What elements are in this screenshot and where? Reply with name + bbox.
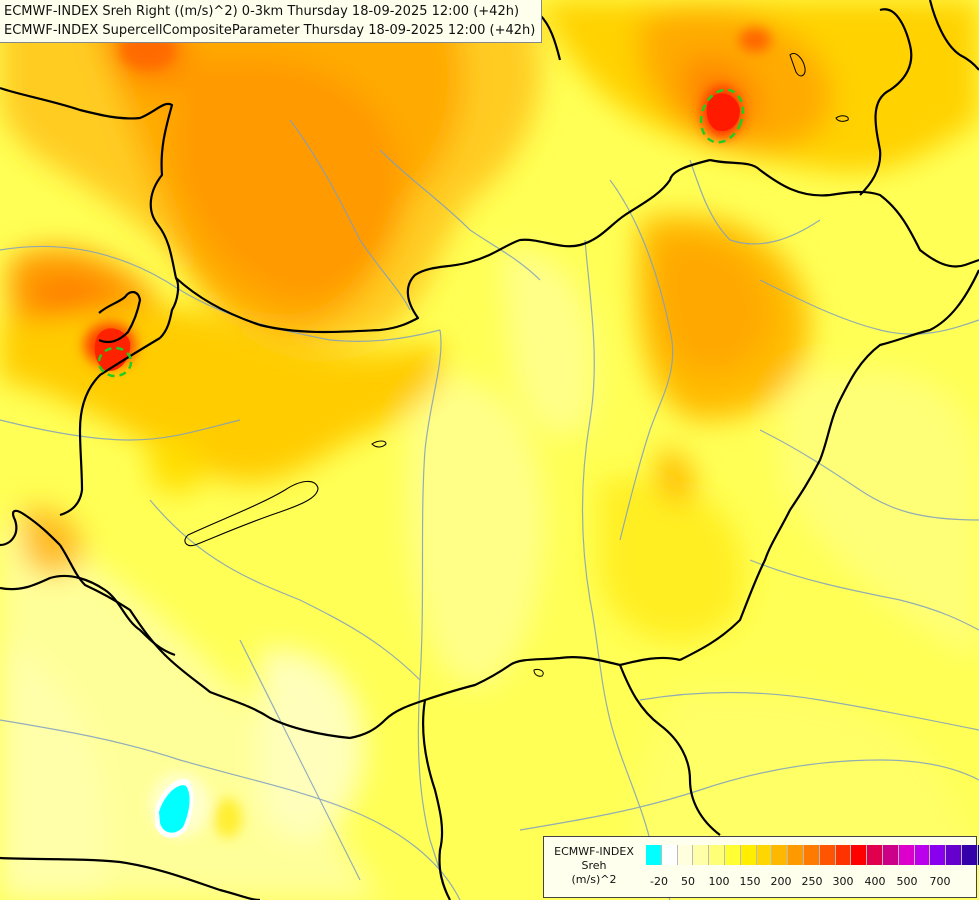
legend-swatch (977, 845, 979, 865)
map-title: ECMWF-INDEX Sreh Right ((m/s)^2) 0-3km T… (0, 0, 543, 43)
legend-swatch (819, 845, 836, 865)
legend-swatch (756, 845, 773, 865)
legend-swatch (661, 845, 678, 865)
legend-swatch (788, 845, 804, 865)
legend-swatch (772, 845, 789, 865)
legend-tick-label: 50 (681, 875, 695, 888)
legend-tick-label: 100 (708, 875, 730, 888)
river-lines (0, 119, 979, 900)
legend-swatch (961, 845, 978, 865)
legend-tick-label: 700 (929, 875, 951, 888)
legend-swatch (646, 845, 662, 865)
legend-swatch (851, 845, 868, 865)
legend-tick-label: 250 (801, 875, 823, 888)
legend-tick-label: 200 (770, 875, 792, 888)
legend-swatch (930, 845, 947, 865)
legend-swatch (803, 845, 820, 865)
legend-tick-label: -20 (650, 875, 668, 888)
legend-swatch (867, 845, 883, 865)
legend-swatch (882, 845, 899, 865)
legend-swatch (835, 845, 852, 865)
lake-outline (184, 53, 849, 677)
legend-title: ECMWF-INDEX (554, 845, 634, 858)
legend-swatch (946, 845, 962, 865)
legend-swatch (898, 845, 915, 865)
legend-unit: (m/s)^2 (571, 873, 617, 886)
legend-tick-label: 300 (832, 875, 854, 888)
legend-swatch (914, 845, 931, 865)
title-line-scp: ECMWF-INDEX SupercellCompositeParameter … (4, 23, 536, 38)
legend-tick-label: 400 (864, 875, 886, 888)
legend-swatch (740, 845, 757, 865)
title-line-sreh: ECMWF-INDEX Sreh Right ((m/s)^2) 0-3km T… (4, 4, 520, 19)
legend-subtitle: Sreh (581, 859, 607, 872)
legend-swatch (709, 845, 725, 865)
legend-swatch (693, 845, 710, 865)
scp-contours (97, 88, 745, 378)
legend-ticks: -20 50 100 150 200 250 300 400 500 700 (646, 875, 974, 891)
cyan-low-region (155, 779, 194, 838)
legend-tick-label: 150 (739, 875, 761, 888)
legend-swatch (677, 845, 694, 865)
color-legend: ECMWF-INDEX Sreh (m/s)^2 -20 50 100 150 200 2… (543, 836, 979, 898)
legend-tick-label: 500 (896, 875, 918, 888)
legend-swatches (646, 845, 979, 865)
legend-swatch (724, 845, 741, 865)
